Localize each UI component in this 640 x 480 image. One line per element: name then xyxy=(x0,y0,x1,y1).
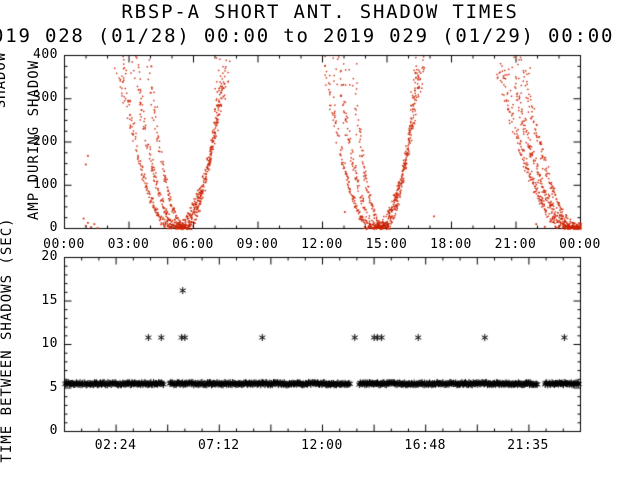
plot-title: RBSP-A SHORT ANT. SHADOW TIMES xyxy=(121,1,519,23)
bottom-x-tick-label: 16:48 xyxy=(404,438,447,453)
bottom-y-tick-label: 15 xyxy=(41,292,58,308)
top-y-tick-label: 200 xyxy=(33,133,58,149)
top-x-tick-label: 12:00 xyxy=(301,237,343,252)
bottom-x-tick-label: 02:24 xyxy=(94,438,137,453)
bottom-y-tick-label: 5 xyxy=(49,379,58,395)
top-x-tick-label: 15:00 xyxy=(365,237,408,252)
plot-subtitle: 019 028 (01/28) 00:00 to 2019 029 (01/29… xyxy=(0,25,615,47)
top-y-tick-label: 100 xyxy=(33,176,58,192)
bottom-y-tick-label: 10 xyxy=(41,336,58,351)
top-y-tick-label: 400 xyxy=(33,47,58,62)
top-x-tick-label: 18:00 xyxy=(430,237,472,252)
top-y-tick-label: 0 xyxy=(49,220,58,235)
top-y-tick-label: 300 xyxy=(33,90,58,106)
top-y-axis-label-clipped: SHADOW xyxy=(0,51,9,109)
top-x-tick-label: 21:00 xyxy=(494,237,537,252)
bottom-y-axis-label: TIME BETWEEN SHADOWS (SEC) xyxy=(0,217,15,463)
bottom-x-tick-label: 07:12 xyxy=(197,438,240,453)
top-x-tick-label: 00:00 xyxy=(43,237,85,252)
bottom-y-tick-label: 20 xyxy=(41,249,58,264)
bottom-x-tick-label: 21:35 xyxy=(507,438,549,453)
top-x-tick-label: 06:00 xyxy=(172,237,214,252)
bottom-y-tick-label: 0 xyxy=(49,423,58,438)
bottom-x-tick-label: 12:00 xyxy=(301,438,343,453)
top-x-tick-label: 00:00 xyxy=(559,237,601,252)
top-x-tick-label: 03:00 xyxy=(107,237,150,252)
top-x-tick-label: 09:00 xyxy=(236,237,279,252)
